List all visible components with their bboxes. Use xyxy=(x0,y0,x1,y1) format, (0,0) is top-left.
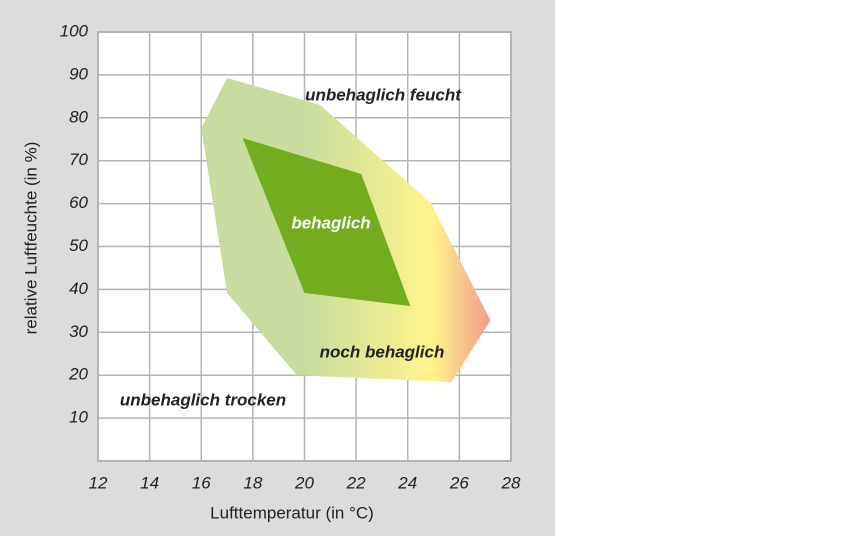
x-tick-label: 28 xyxy=(501,473,521,492)
region-label: unbehaglich trocken xyxy=(120,390,286,409)
x-tick-label: 20 xyxy=(294,473,314,492)
region-label: unbehaglich feucht xyxy=(305,85,462,104)
x-tick-label: 24 xyxy=(397,473,417,492)
x-tick-label: 18 xyxy=(243,473,262,492)
x-axis-label: Lufttemperatur (in °C) xyxy=(210,503,374,522)
plot-frame xyxy=(97,31,512,462)
region-polygon xyxy=(242,137,411,307)
x-tick-label: 12 xyxy=(89,473,108,492)
x-tick-label: 26 xyxy=(449,473,469,492)
x-tick-label: 14 xyxy=(140,473,159,492)
y-tick-label: 70 xyxy=(69,150,88,169)
y-tick-label: 20 xyxy=(68,365,88,384)
y-axis-label: relative Luftfeuchte (in %) xyxy=(21,142,40,335)
y-tick-label: 90 xyxy=(69,64,88,83)
y-tick-label: 30 xyxy=(69,322,88,341)
y-tick-label: 50 xyxy=(69,236,88,255)
y-tick-label: 40 xyxy=(69,279,88,298)
y-tick-label: 60 xyxy=(69,193,88,212)
x-tick-label: 16 xyxy=(192,473,211,492)
region-label: noch behaglich xyxy=(320,342,445,361)
region-label: behaglich xyxy=(291,213,370,232)
y-tick-label: 10 xyxy=(69,408,88,427)
y-tick-label: 80 xyxy=(69,107,88,126)
x-tick-label: 22 xyxy=(346,473,366,492)
y-tick-label: 100 xyxy=(60,21,89,40)
